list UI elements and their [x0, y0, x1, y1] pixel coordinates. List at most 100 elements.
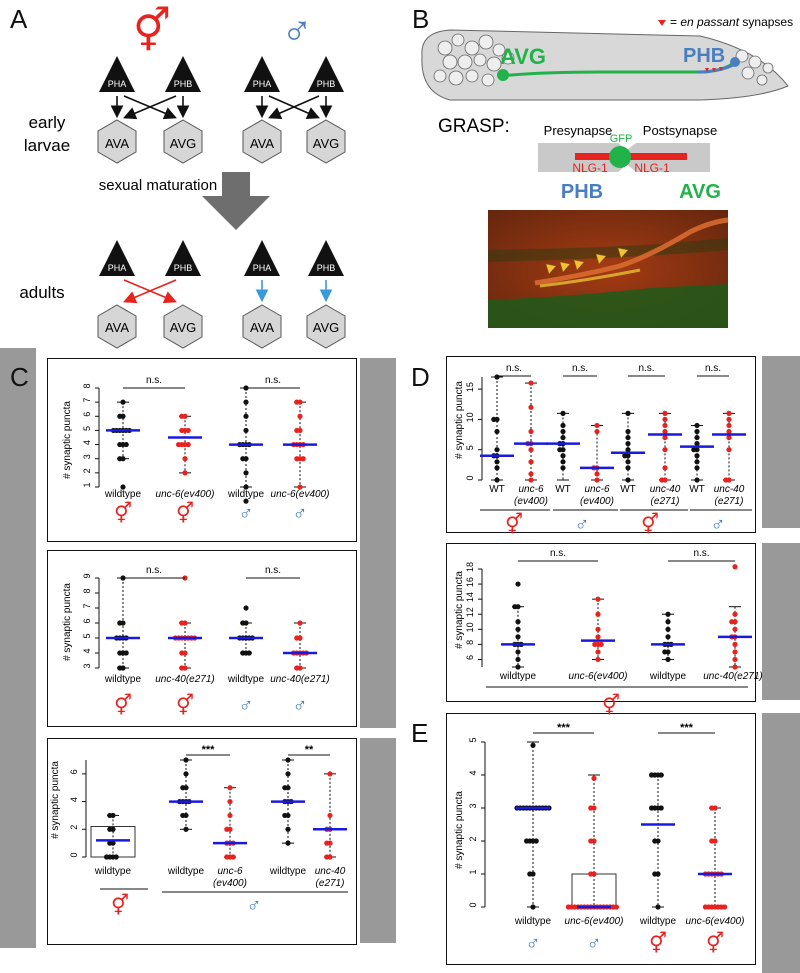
pha-neuron [244, 240, 280, 276]
data-point [694, 459, 700, 465]
panel-c-side-bar-right-bottom [360, 738, 396, 943]
data-point [528, 471, 534, 477]
y-tick-label: 2 [82, 468, 92, 473]
data-point [592, 641, 598, 647]
data-point [625, 465, 631, 471]
data-point [533, 838, 539, 844]
data-point [297, 620, 303, 626]
data-point [494, 447, 500, 453]
data-point [557, 447, 563, 453]
x-category-label: wildtype [104, 674, 142, 685]
maturation-arrow-icon [202, 172, 270, 230]
data-point [694, 453, 700, 459]
data-point [732, 611, 738, 617]
panel-label-e: E [411, 718, 429, 748]
sex-symbol: ⚥ [114, 501, 132, 525]
sex-symbol: ⚥ [176, 501, 194, 525]
sex-symbol: ♂ [293, 695, 308, 717]
gfp-label: GFP [610, 133, 633, 145]
data-point [709, 838, 715, 844]
data-point [729, 619, 735, 625]
x-category-label: (ev400) [514, 496, 548, 507]
y-tick-label: 4 [82, 440, 92, 445]
data-point [722, 904, 728, 910]
panel-a: ⚥ ♂ early larvae adults PHA PHB PHA PHB [19, 6, 346, 349]
pha-neuron [99, 56, 135, 92]
data-point [726, 447, 732, 453]
ava-label: AVA [105, 320, 129, 335]
chart-c2: 3 4 5 6 7 8 9 # synaptic puncta n.s. n.s. wildtype… [62, 565, 330, 717]
data-point [120, 484, 126, 490]
data-point [185, 441, 191, 448]
data-point [107, 826, 113, 832]
x-category-label: WT [489, 484, 505, 495]
data-point [594, 428, 600, 435]
ava-neuron [97, 119, 137, 164]
data-point [515, 626, 521, 632]
x-category-label: unc-40(e271) [703, 671, 762, 682]
chart-e: 0 1 2 3 4 5 # synaptic puncta *** *** wildtype unc… [454, 722, 744, 955]
y-tick-label: 1 [468, 869, 478, 874]
phb-neuron [308, 240, 344, 276]
y-tick-label: 10 [465, 622, 475, 632]
data-point [655, 904, 661, 910]
data-point [726, 410, 732, 416]
y-tick-label: 6 [465, 655, 475, 660]
data-point [591, 775, 597, 781]
worm-body [421, 29, 789, 101]
panel-d-side-bar-mid [762, 543, 800, 700]
x-category-label: wildtype [269, 866, 307, 877]
pha-label: PHA [253, 79, 272, 89]
data-point [285, 771, 291, 777]
sexual-maturation-label: sexual maturation [99, 177, 217, 194]
data-point [732, 649, 738, 655]
y-tick-label: 3 [468, 803, 478, 808]
panel-label-b: B [412, 4, 430, 34]
pha-neuron [99, 240, 135, 276]
sex-symbol: ⚥ [649, 931, 667, 955]
nlg-left-label: NLG-1 [572, 161, 608, 175]
stage-larvae-label: larvae [24, 136, 70, 155]
data-point [625, 410, 631, 416]
y-tick-label: 3 [82, 454, 92, 459]
y-tick-label: 5 [82, 633, 92, 638]
significance-label: *** [557, 722, 571, 734]
data-point [285, 757, 291, 763]
avg-label: AVG [313, 320, 340, 335]
panel-c-side-bar-right-top [360, 358, 396, 728]
data-point [528, 404, 534, 410]
chart-c1: 1 2 3 4 5 6 7 8 # synaptic puncta n.s. n.s. wildtyp… [62, 375, 329, 525]
stage-adults-label: adults [19, 283, 64, 302]
data-point [652, 871, 658, 877]
data-point [117, 441, 123, 448]
x-category-label: wildtype [639, 916, 677, 927]
ns-label: n.s. [146, 565, 162, 576]
sex-symbol: ⚥ [111, 893, 129, 917]
male-symbol: ♂ [281, 7, 313, 54]
sex-symbol: ⚥ [114, 693, 132, 717]
nlg-bar [575, 153, 687, 160]
ns-label: n.s. [693, 548, 709, 559]
data-point [694, 434, 700, 441]
y-tick-label: 8 [82, 588, 92, 593]
ava-neuron [242, 119, 282, 164]
data-point [662, 434, 668, 441]
y-axis-label: # synaptic puncta [50, 761, 61, 839]
data-point [182, 470, 188, 476]
data-point [560, 453, 566, 459]
y-tick-label: 15 [465, 382, 475, 392]
data-point [494, 465, 500, 471]
avg-cell-body [497, 69, 509, 81]
data-point [665, 656, 671, 663]
data-point [515, 581, 521, 587]
data-point [515, 664, 521, 670]
data-point [625, 447, 631, 453]
data-point [723, 477, 729, 483]
data-point [625, 428, 631, 435]
x-category-label: (ev400) [580, 496, 614, 507]
data-point [732, 641, 738, 647]
synapse-markers [705, 67, 723, 72]
data-point [113, 854, 119, 860]
significance-label: *** [202, 744, 216, 756]
